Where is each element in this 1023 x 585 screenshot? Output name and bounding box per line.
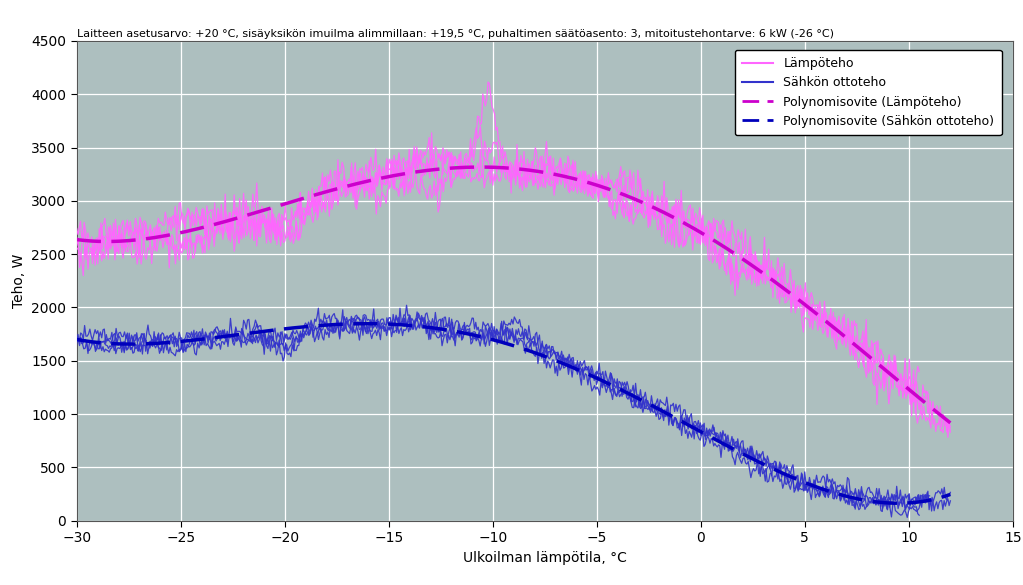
Legend: Lämpöteho, Sähkön ottoteho, Polynomisovite (Lämpöteho), Polynomisovite (Sähkön o: Lämpöteho, Sähkön ottoteho, Polynomisovi… <box>735 50 1002 135</box>
Text: Laitteen asetusarvo: +20 °C, sisäyksikön imuilma alimmillaan: +19,5 °C, puhaltim: Laitteen asetusarvo: +20 °C, sisäyksikön… <box>77 29 834 39</box>
Y-axis label: Teho, W: Teho, W <box>11 254 26 308</box>
X-axis label: Ulkoilman lämpötila, °C: Ulkoilman lämpötila, °C <box>462 550 627 565</box>
